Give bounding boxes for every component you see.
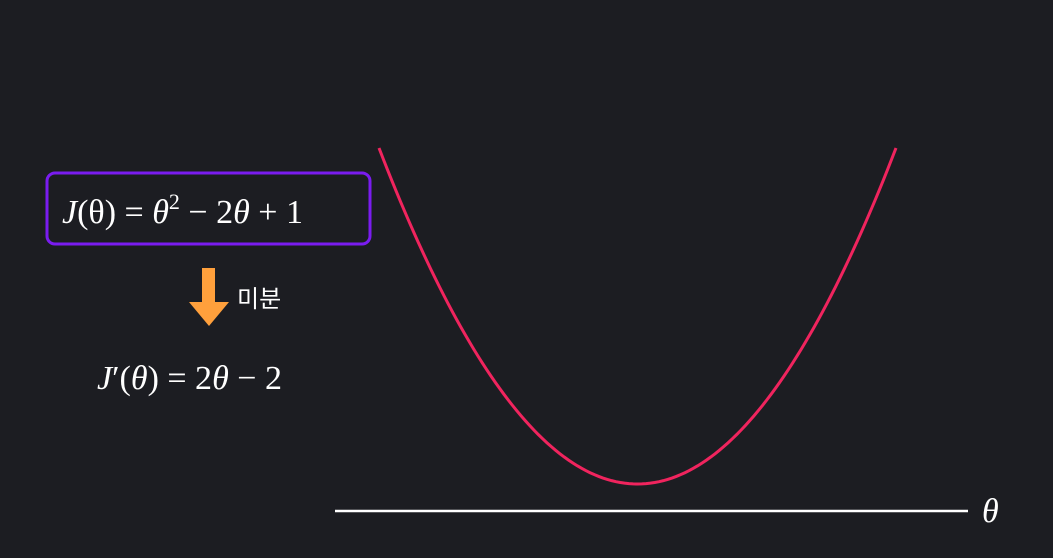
function-symbol: J (97, 360, 114, 397)
function-paren: (θ) = (77, 194, 152, 231)
cost-curve (377, 147, 898, 486)
down-arrow-icon (189, 268, 229, 326)
constant-term: + 1 (250, 194, 303, 231)
theta-symbol: θ (152, 194, 169, 231)
derivative-formula: J′(θ) = 2θ − 2 (97, 360, 282, 397)
function-symbol: J (62, 194, 79, 231)
derivative-constant: − 2 (229, 360, 282, 397)
prime-paren: ′( (112, 360, 131, 397)
function-formula-box (45, 171, 372, 246)
theta-symbol: θ (131, 360, 148, 397)
theta-axis-label: θ (982, 493, 999, 530)
derivative-coefficient: ) = 2 (148, 360, 213, 397)
linear-coefficient: − 2 (180, 194, 233, 231)
function-formula: J(θ) = θ2 − 2θ + 1 (62, 189, 303, 231)
theta-symbol: θ (212, 360, 229, 397)
theta-symbol: θ (233, 194, 250, 231)
exponent: 2 (169, 189, 180, 214)
arrow-label: 미분 (237, 285, 281, 313)
